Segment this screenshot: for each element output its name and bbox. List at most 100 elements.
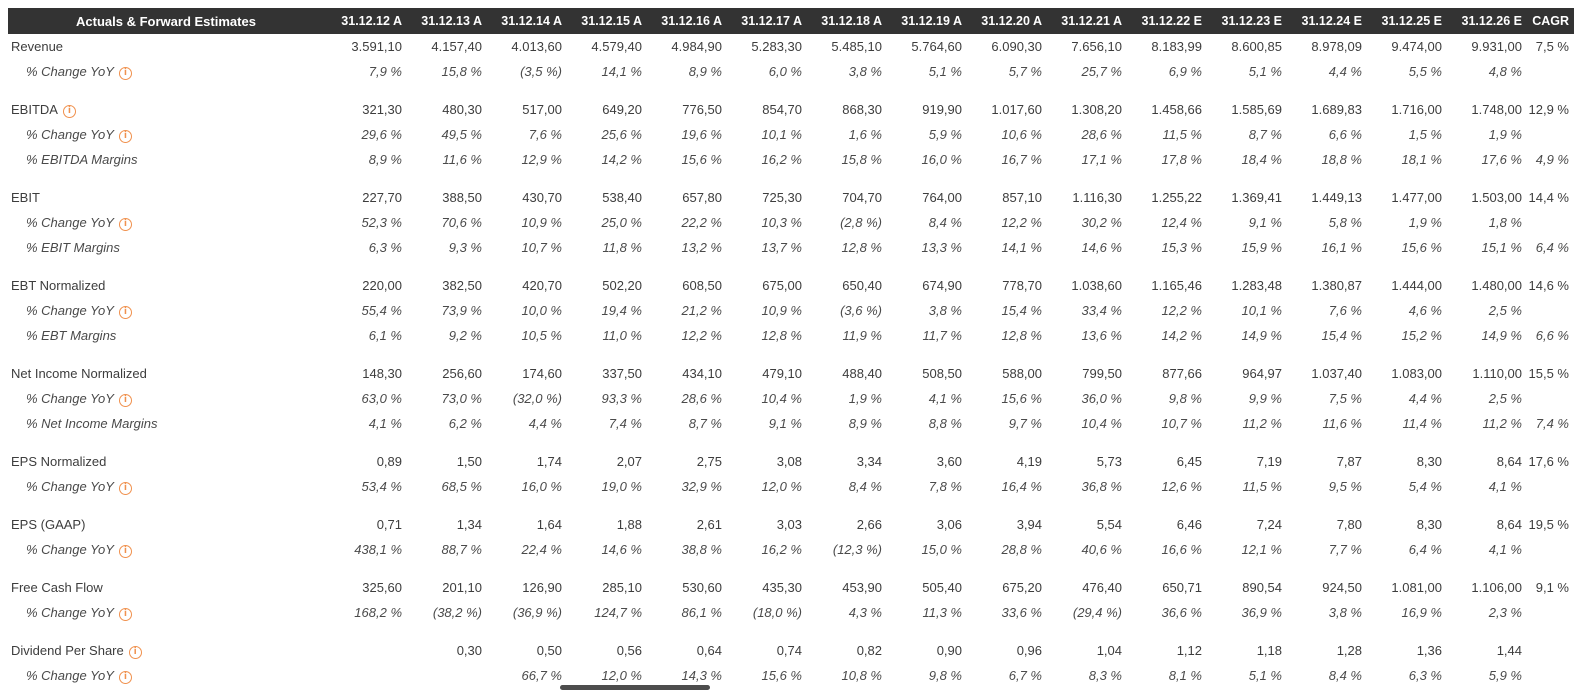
table-row: % EBITDA Margins 8,9 % 11,6 % 12,9 % 14,2 % 1… <box>8 147 1574 172</box>
value-cell: 5,5 % <box>1408 64 1442 79</box>
value-cell: 55,4 % <box>361 303 402 318</box>
value-cell: 9,1 % <box>1248 215 1282 230</box>
value-cell: 19,6 % <box>681 127 722 142</box>
value-cell: 868,30 <box>842 102 882 117</box>
row-label-text: EBT Normalized <box>11 278 106 293</box>
value-cell: 201,10 <box>442 580 482 595</box>
value-cell: 1,8 % <box>1488 215 1522 230</box>
value-cell: 40,6 % <box>1081 542 1122 557</box>
info-icon[interactable]: i <box>118 481 132 495</box>
column-header: 31.12.18 A <box>804 8 884 34</box>
scrollbar-thumb[interactable] <box>560 685 710 690</box>
value-cell: 6,7 % <box>1008 668 1042 683</box>
value-cell: 25,0 % <box>601 215 642 230</box>
value-cell: 220,00 <box>362 278 402 293</box>
value-cell: (38,2 %) <box>432 605 482 620</box>
info-icon[interactable]: i <box>118 544 132 558</box>
value-cell: 4,8 % <box>1488 64 1522 79</box>
row-label-text: Net Income Normalized <box>11 366 147 381</box>
value-cell: 16,4 % <box>1001 479 1042 494</box>
value-cell: 33,6 % <box>1001 605 1042 620</box>
value-cell: 10,6 % <box>1001 127 1042 142</box>
value-cell: 10,0 % <box>521 303 562 318</box>
column-header: 31.12.23 E <box>1204 8 1284 34</box>
value-cell: 12,8 % <box>1001 328 1042 343</box>
value-cell: 73,9 % <box>441 303 482 318</box>
info-icon[interactable]: i <box>118 217 132 231</box>
table-title: Actuals & Forward Estimates <box>8 8 324 34</box>
row-label-text: EPS (GAAP) <box>11 517 86 532</box>
value-cell: 675,20 <box>1002 580 1042 595</box>
info-icon[interactable]: i <box>118 129 132 143</box>
value-cell: 799,50 <box>1082 366 1122 381</box>
value-cell: 73,0 % <box>441 391 482 406</box>
value-cell: 1,9 % <box>1408 215 1442 230</box>
value-cell: 4,4 % <box>528 416 562 431</box>
horizontal-scrollbar[interactable] <box>0 685 1574 691</box>
value-cell: (32,0 %) <box>512 391 562 406</box>
value-cell <box>1524 625 1574 663</box>
row-label: Free Cash Flow <box>8 562 324 600</box>
value-cell: 3,8 % <box>848 64 882 79</box>
value-cell: 11,7 % <box>922 328 962 343</box>
value-cell: 49,5 % <box>441 127 482 142</box>
value-cell: 15,6 % <box>1001 391 1042 406</box>
value-cell: 5,1 % <box>1248 668 1282 683</box>
value-cell: 964,97 <box>1242 366 1282 381</box>
table-row: % EBIT Margins 6,3 % 9,3 % 10,7 % 11,8 % 13,2… <box>8 235 1574 260</box>
table-row: % Change YoY i 66,7 % 12,0 % 14,3 % 15,6 % 10,… <box>8 663 1574 688</box>
value-cell: 8,9 % <box>368 152 402 167</box>
value-cell: 4,4 % <box>1328 64 1362 79</box>
column-header: 31.12.20 A <box>964 8 1044 34</box>
value-cell: 1.083,00 <box>1391 366 1442 381</box>
info-icon[interactable]: i <box>118 393 132 407</box>
info-icon[interactable]: i <box>118 607 132 621</box>
value-cell: 5.283,30 <box>751 39 802 54</box>
value-cell: 6,9 % <box>1168 64 1202 79</box>
table-row: % Change YoY i 63,0 % 73,0 % (32,0 %) 93,3 % 2… <box>8 386 1574 411</box>
row-label-text: % Change YoY <box>26 667 114 683</box>
row-label: EBITDA i <box>8 84 324 122</box>
value-cell <box>1524 59 1574 84</box>
value-cell: 10,7 % <box>1161 416 1202 431</box>
info-icon[interactable]: i <box>118 305 132 319</box>
value-cell: 17,6 % <box>1528 454 1569 469</box>
value-cell: 1,34 <box>456 517 482 532</box>
table-row: Dividend Per Share i 0,30 0,50 0,56 0,64 0,74 0… <box>8 625 1574 663</box>
value-cell: (12,3 %) <box>832 542 882 557</box>
value-cell: 38,8 % <box>681 542 722 557</box>
value-cell: 16,9 % <box>1401 605 1442 620</box>
value-cell: 4,6 % <box>1408 303 1442 318</box>
value-cell: 2,75 <box>696 454 722 469</box>
value-cell: 16,2 % <box>761 542 802 557</box>
info-icon[interactable]: i <box>128 645 142 659</box>
value-cell: 4,3 % <box>848 605 882 620</box>
value-cell: 321,30 <box>362 102 402 117</box>
info-icon[interactable]: i <box>118 66 132 80</box>
value-cell: 7,6 % <box>528 127 562 142</box>
value-cell: 11,5 % <box>1242 479 1282 494</box>
value-cell: 3,8 % <box>928 303 962 318</box>
info-icon[interactable]: i <box>118 670 132 684</box>
value-cell: 453,90 <box>842 580 882 595</box>
table-row: EBITDA i 321,30 480,30 517,00 649,20 776,50 854… <box>8 84 1574 122</box>
value-cell: 6,4 % <box>1535 240 1569 255</box>
value-cell: 388,50 <box>442 190 482 205</box>
value-cell: 12,0 % <box>601 668 642 683</box>
value-cell: 502,20 <box>602 278 642 293</box>
value-cell: 12,2 % <box>681 328 722 343</box>
value-cell: 588,00 <box>1002 366 1042 381</box>
value-cell: 4.157,40 <box>431 39 482 54</box>
value-cell: 8,4 % <box>1328 668 1362 683</box>
value-cell: 10,7 % <box>521 240 562 255</box>
row-label: % Change YoY i <box>8 59 324 84</box>
value-cell: 4,4 % <box>1408 391 1442 406</box>
info-icon[interactable]: i <box>62 104 76 118</box>
value-cell: 1,18 <box>1256 643 1282 658</box>
value-cell: 5,9 % <box>1488 668 1522 683</box>
value-cell: 3,06 <box>936 517 962 532</box>
value-cell: 15,6 % <box>1401 240 1442 255</box>
value-cell: 14,2 % <box>1161 328 1202 343</box>
value-cell: 11,4 % <box>1402 416 1442 431</box>
row-label-text: Revenue <box>11 39 64 54</box>
